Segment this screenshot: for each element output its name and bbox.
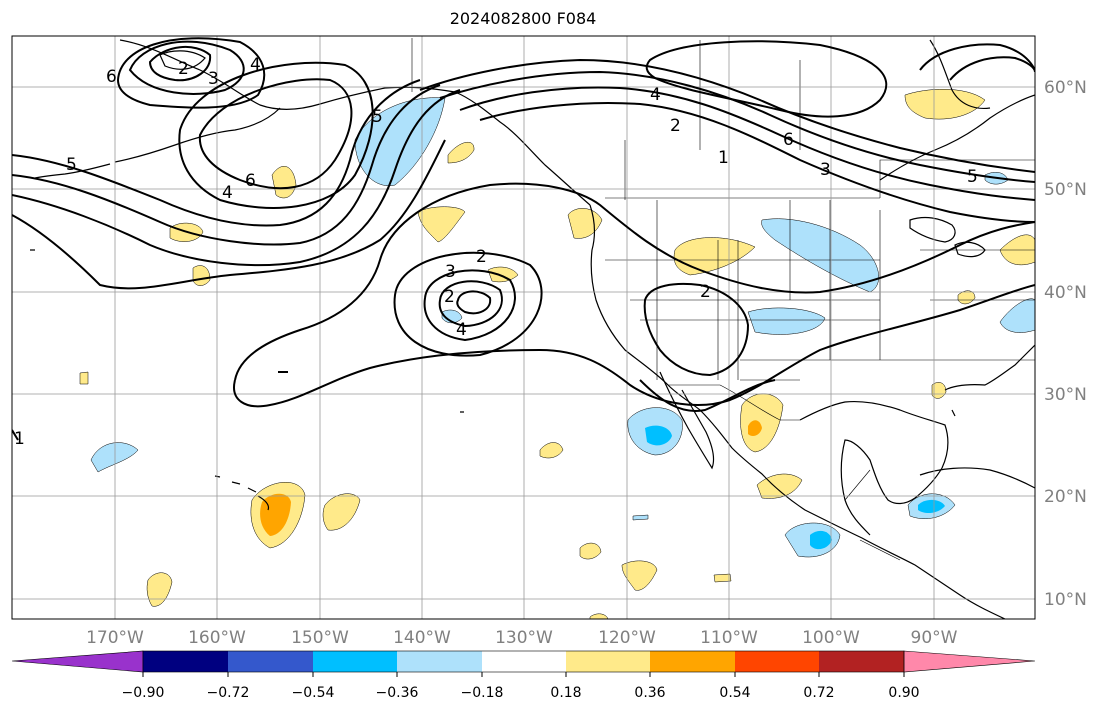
colorbar-segment (650, 651, 735, 672)
colorbar-frame (142, 650, 905, 673)
map-title: 2024082800 F084 (449, 9, 597, 28)
colorbar-tick-label: 0.36 (634, 685, 665, 701)
lon-label: 150°W (291, 628, 349, 648)
shaded-anomalies (79, 89, 1035, 619)
colorbar-segment (313, 651, 397, 672)
colorbar-tick-labels: −0.90 −0.72 −0.54 −0.36 −0.18 0.18 0.36 … (122, 685, 920, 701)
contour-label: 2 (670, 116, 681, 136)
colorbar-segment (735, 651, 819, 672)
lon-label: 140°W (393, 628, 451, 648)
contour-label: 4 (222, 183, 233, 203)
contour-label: 1 (718, 148, 729, 168)
lon-label: 160°W (188, 628, 246, 648)
colorbar-segment (566, 651, 650, 672)
contour-label: 6 (245, 171, 256, 191)
lon-label: 100°W (802, 628, 860, 648)
contour-label: 5 (66, 155, 77, 175)
coastlines (30, 39, 1035, 619)
contour-label: 3 (445, 262, 456, 282)
colorbar: −0.90 −0.72 −0.54 −0.36 −0.18 0.18 0.36 … (11, 650, 1036, 701)
colorbar-tick-label: −0.72 (207, 685, 250, 701)
contour-label: 3 (820, 160, 831, 180)
colorbar-tick-label: −0.90 (122, 685, 165, 701)
contour-label: 5 (967, 167, 978, 187)
colorbar-segment (228, 651, 313, 672)
contour-label: 2 (476, 247, 487, 267)
contour-label: 3 (208, 69, 219, 89)
lat-label: 10°N (1044, 590, 1087, 610)
colorbar-segment (903, 650, 1036, 673)
colorbar-tick-label: −0.18 (461, 685, 504, 701)
lat-label: 50°N (1044, 180, 1087, 200)
lat-label: 40°N (1044, 283, 1087, 303)
contour-label: 2 (444, 287, 455, 307)
colorbar-segment (11, 650, 144, 673)
lat-label: 60°N (1044, 78, 1087, 98)
graticule (12, 36, 1035, 619)
contour-label-group: 6 2 3 4 5 6 4 5 4 2 1 6 3 5 2 3 2 4 2 1 (14, 55, 978, 449)
longitude-labels: 170°W 160°W 150°W 140°W 130°W 120°W 110°… (86, 628, 958, 648)
colorbar-segment (482, 651, 566, 672)
latitude-labels: 60°N 50°N 40°N 30°N 20°N 10°N (1044, 78, 1087, 610)
map-frame (11, 35, 1036, 620)
contour-label: 2 (178, 59, 189, 79)
contour-label: 6 (106, 67, 117, 87)
colorbar-segment (819, 651, 904, 672)
contour-label: 4 (456, 320, 467, 340)
contour-lines (12, 37, 1035, 441)
lon-label: 110°W (700, 628, 758, 648)
lat-label: 30°N (1044, 385, 1087, 405)
colorbar-segment (143, 651, 228, 672)
colorbar-tick-label: 0.72 (803, 685, 834, 701)
colorbar-tick-label: 0.90 (888, 685, 919, 701)
lon-label: 170°W (86, 628, 144, 648)
colorbar-tick-label: 0.54 (719, 685, 750, 701)
lon-label: 120°W (598, 628, 656, 648)
colorbar-tick-label: −0.36 (376, 685, 419, 701)
colorbar-tick-label: −0.54 (292, 685, 335, 701)
lon-label: 90°W (911, 628, 958, 648)
political-borders (411, 38, 1035, 561)
contour-label: 4 (650, 85, 661, 105)
map-area (12, 36, 1035, 619)
colorbar-ticks (142, 672, 905, 677)
contour-label: 2 (700, 282, 711, 302)
lon-label: 130°W (495, 628, 553, 648)
contour-label: 6 (783, 130, 794, 150)
lat-label: 20°N (1044, 487, 1087, 507)
contour-label: 4 (250, 55, 261, 75)
colorbar-tick-label: 0.18 (550, 685, 581, 701)
contour-label: 1 (14, 429, 25, 449)
contour-label: 5 (372, 107, 383, 127)
colorbar-segment (397, 651, 482, 672)
